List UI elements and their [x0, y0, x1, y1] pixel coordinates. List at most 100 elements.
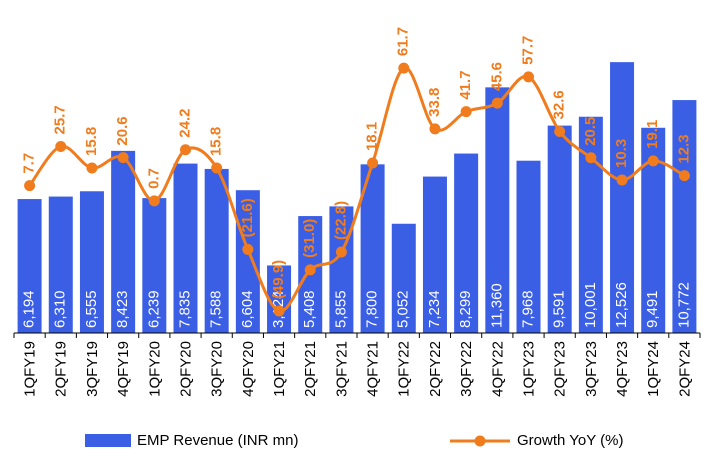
growth-point: [180, 144, 191, 156]
x-tick-label: 3QFY23: [583, 341, 600, 397]
growth-value-label: 18.1: [364, 122, 381, 151]
x-tick-label: 2QFY21: [302, 341, 319, 397]
growth-value-label: 32.6: [551, 90, 568, 119]
bar-value-label: 7,800: [364, 290, 381, 328]
growth-value-label: 7.7: [21, 153, 38, 174]
bar-value-label: 11,360: [488, 283, 505, 328]
growth-value-label: 57.7: [519, 36, 536, 65]
x-tick-label: 1QFY21: [271, 341, 288, 397]
growth-value-label: 15.8: [83, 127, 100, 156]
bar: [267, 265, 292, 333]
bar-value-label: 7,968: [519, 290, 536, 328]
growth-point: [335, 246, 347, 258]
growth-point: [616, 174, 628, 186]
x-tick-label: 3QFY22: [458, 341, 475, 397]
bar-value-label: 5,052: [395, 290, 412, 328]
growth-value-label: 0.7: [145, 168, 162, 189]
growth-point: [273, 305, 285, 317]
growth-value-label: 61.7: [395, 27, 412, 56]
growth-point: [242, 243, 254, 255]
bar: [111, 150, 136, 333]
bar-value-label: 6,555: [83, 290, 100, 328]
legend-swatch: [85, 434, 131, 447]
bar-value-label: 7,234: [426, 290, 443, 328]
bar: [485, 87, 510, 333]
growth-point: [523, 71, 534, 83]
bar: [610, 62, 635, 334]
x-tick-label: 4QFY19: [115, 341, 132, 397]
growth-point: [55, 140, 67, 152]
legend-label: Growth YoY (%): [517, 432, 623, 449]
growth-point: [367, 157, 379, 169]
growth-point: [398, 62, 410, 74]
bar: [391, 223, 416, 333]
x-tick-label: 1QFY23: [520, 341, 537, 397]
bar: [204, 168, 229, 333]
bar: [79, 191, 104, 333]
legend-swatch-dot: [474, 435, 486, 447]
bar: [142, 198, 167, 333]
bar-value-label: 10,772: [675, 282, 692, 328]
growth-point: [86, 162, 98, 174]
growth-point: [148, 195, 160, 207]
x-tick-label: 2QFY22: [427, 341, 444, 397]
growth-point: [585, 152, 597, 164]
growth-value-label: (22.8): [332, 201, 349, 240]
growth-point: [117, 152, 129, 164]
growth-value-label: (21.6): [239, 198, 256, 237]
bar-value-label: 10,001: [582, 282, 599, 328]
growth-point: [24, 180, 36, 192]
x-tick-label: 2QFY19: [53, 341, 70, 397]
bar: [48, 196, 73, 333]
bar-value-label: 7,588: [208, 290, 225, 328]
x-tick-label: 4QFY20: [240, 341, 257, 397]
growth-point: [429, 123, 441, 135]
x-tick-label: 3QFY21: [333, 341, 350, 397]
legend-label: EMP Revenue (INR mn): [137, 432, 298, 449]
bar: [454, 153, 479, 333]
growth-value-label: 20.6: [114, 116, 131, 145]
bar-value-label: 6,194: [21, 290, 38, 328]
growth-value-label: 15.8: [208, 127, 225, 156]
x-tick-label: 4QFY23: [614, 341, 631, 397]
bar: [17, 199, 42, 333]
bar: [672, 100, 697, 333]
growth-point: [491, 97, 503, 109]
growth-point: [554, 125, 566, 137]
growth-value-label: 24.2: [176, 109, 193, 138]
bar-value-label: 6,604: [239, 290, 256, 328]
x-tick-label: 4QFY22: [489, 341, 506, 397]
growth-value-label: 25.7: [52, 105, 69, 134]
growth-value-label: 10.3: [613, 139, 630, 168]
bar-value-label: 5,408: [301, 290, 318, 328]
x-tick-label: 1QFY19: [22, 341, 39, 397]
bar: [235, 190, 260, 333]
growth-point: [647, 155, 659, 167]
bar: [173, 163, 198, 333]
x-tick-label: 4QFY21: [365, 341, 382, 397]
growth-value-label: 33.8: [426, 88, 443, 117]
growth-point: [460, 106, 472, 118]
growth-value-label: 19.1: [644, 120, 661, 149]
bar-value-label: 7,835: [176, 290, 193, 328]
growth-value-label: 20.5: [582, 117, 599, 146]
growth-value-label: 41.7: [457, 70, 474, 99]
bar: [422, 176, 447, 333]
x-tick-label: 2QFY24: [676, 341, 693, 397]
growth-value-label: 12.3: [675, 134, 692, 163]
bar: [516, 160, 541, 333]
bar-value-label: 12,526: [613, 282, 630, 328]
x-tick-label: 2QFY23: [552, 341, 569, 397]
bar-value-label: 9,491: [644, 290, 661, 328]
bar: [547, 125, 572, 333]
x-tick-label: 3QFY20: [209, 341, 226, 397]
growth-value-label: (31.0): [301, 219, 318, 258]
growth-line: [28, 66, 686, 313]
bar-value-label: 9,591: [551, 290, 568, 328]
x-tick-label: 1QFY20: [146, 341, 163, 397]
growth-point: [678, 170, 690, 182]
bar: [329, 206, 354, 333]
bar-value-label: 6,239: [145, 290, 162, 328]
bar-value-label: 8,423: [114, 290, 131, 328]
